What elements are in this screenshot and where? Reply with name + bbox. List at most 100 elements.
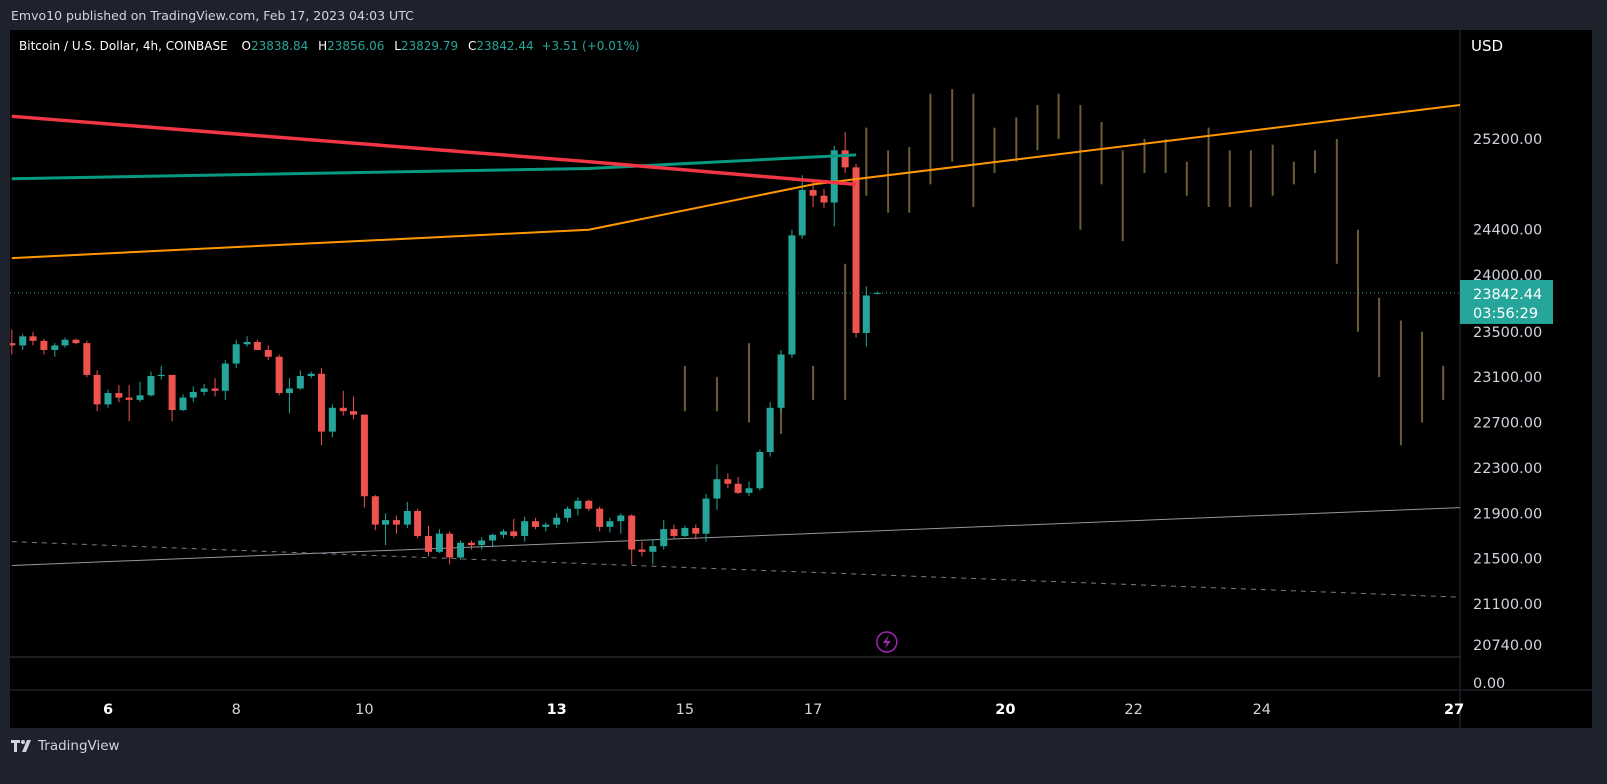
- symbol-title[interactable]: Bitcoin / U.S. Dollar, 4h, COINBASE: [19, 39, 228, 53]
- candle-body[interactable]: [724, 479, 732, 484]
- trendline-solid[interactable]: [11, 507, 1461, 566]
- close-value: 23842.44: [476, 39, 534, 53]
- currency-label[interactable]: USD: [1471, 37, 1504, 55]
- candle-body[interactable]: [510, 531, 518, 536]
- candle-body[interactable]: [606, 521, 614, 527]
- candle-body[interactable]: [414, 511, 422, 536]
- candle-body[interactable]: [489, 534, 497, 541]
- moving-average-red[interactable]: [11, 114, 857, 187]
- candle-body[interactable]: [628, 515, 636, 550]
- candle-body[interactable]: [574, 500, 582, 509]
- candle-body[interactable]: [61, 339, 69, 346]
- candle-body[interactable]: [713, 479, 721, 499]
- candle-body[interactable]: [200, 388, 208, 392]
- candle-body[interactable]: [157, 374, 165, 377]
- candle-body[interactable]: [478, 540, 486, 546]
- candle-body[interactable]: [136, 395, 144, 400]
- candle-body[interactable]: [8, 343, 16, 346]
- candle-body[interactable]: [253, 342, 261, 350]
- candle-body[interactable]: [446, 533, 454, 558]
- candle-body[interactable]: [307, 373, 315, 377]
- candle-body[interactable]: [777, 354, 785, 408]
- candle-body[interactable]: [862, 295, 870, 333]
- candle-body[interactable]: [499, 531, 507, 535]
- candle-body[interactable]: [670, 529, 678, 536]
- candle-body[interactable]: [317, 373, 325, 432]
- footer-brand[interactable]: TradingView: [11, 738, 120, 754]
- candle-body[interactable]: [285, 388, 293, 394]
- candle-body[interactable]: [788, 235, 796, 355]
- candle-body[interactable]: [766, 407, 774, 453]
- candle-body[interactable]: [852, 167, 860, 333]
- candle-body[interactable]: [104, 393, 112, 405]
- candle-body[interactable]: [457, 542, 465, 558]
- candle-body[interactable]: [873, 292, 881, 294]
- candle-body[interactable]: [564, 508, 572, 518]
- candle-body[interactable]: [29, 336, 37, 341]
- last-price-tag: 23842.44 03:56:29: [1460, 279, 1553, 324]
- x-tick-label: 15: [676, 702, 694, 718]
- candle-body[interactable]: [820, 195, 828, 203]
- candle-body[interactable]: [221, 363, 229, 391]
- candle-body[interactable]: [168, 374, 176, 411]
- lightning-event-icon[interactable]: [876, 631, 898, 653]
- candle-body[interactable]: [830, 150, 838, 203]
- candle-body[interactable]: [841, 150, 849, 168]
- candle-body[interactable]: [532, 521, 540, 527]
- candle-body[interactable]: [467, 542, 475, 546]
- candle-body[interactable]: [702, 498, 710, 534]
- candle-body[interactable]: [147, 376, 155, 396]
- candle-body[interactable]: [83, 343, 91, 375]
- candle-body[interactable]: [232, 344, 240, 364]
- candle-body[interactable]: [19, 336, 27, 346]
- y-tick-label: 20740.00: [1473, 638, 1542, 654]
- x-tick-label: 27: [1444, 702, 1464, 718]
- candle-body[interactable]: [350, 411, 358, 415]
- candle-body[interactable]: [360, 414, 368, 497]
- moving-average-teal[interactable]: [11, 153, 857, 181]
- candle-body[interactable]: [51, 345, 59, 350]
- lightning-bolt: [882, 635, 891, 649]
- candle-body[interactable]: [617, 515, 625, 522]
- candle-body[interactable]: [40, 340, 48, 350]
- moving-average-orange[interactable]: [11, 104, 1461, 260]
- candle-body[interactable]: [553, 517, 561, 525]
- candle-body[interactable]: [382, 520, 390, 525]
- candle-body[interactable]: [179, 397, 187, 411]
- candle-body[interactable]: [275, 356, 283, 394]
- candle-body[interactable]: [585, 500, 593, 509]
- candle-body[interactable]: [798, 190, 806, 236]
- candle-body[interactable]: [189, 391, 197, 398]
- candle-body[interactable]: [638, 549, 646, 552]
- candle-body[interactable]: [296, 376, 304, 389]
- candle-body[interactable]: [339, 407, 347, 412]
- candle-body[interactable]: [403, 511, 411, 525]
- candle-body[interactable]: [542, 524, 550, 527]
- candle-body[interactable]: [734, 483, 742, 493]
- trendline-dashed[interactable]: [11, 541, 1461, 598]
- candle-body[interactable]: [435, 533, 443, 552]
- candle-body[interactable]: [692, 528, 700, 534]
- candle-body[interactable]: [72, 339, 80, 344]
- candle-body[interactable]: [115, 393, 123, 398]
- candle-body[interactable]: [328, 407, 336, 432]
- chart-area[interactable]: [10, 30, 1592, 728]
- candle-body[interactable]: [745, 488, 753, 493]
- candle-body[interactable]: [681, 528, 689, 536]
- candle-body[interactable]: [521, 521, 529, 536]
- candle-body[interactable]: [392, 520, 400, 525]
- candle-body[interactable]: [264, 349, 272, 357]
- candle-body[interactable]: [809, 190, 817, 196]
- candle-body[interactable]: [596, 508, 604, 527]
- candle-body[interactable]: [660, 529, 668, 547]
- candle-body[interactable]: [425, 535, 432, 552]
- candle-body[interactable]: [211, 388, 219, 391]
- close-label: C: [467, 39, 477, 53]
- candle-body[interactable]: [125, 397, 133, 400]
- candle-body[interactable]: [243, 342, 251, 345]
- candle-body[interactable]: [93, 374, 101, 405]
- candle-body[interactable]: [756, 452, 764, 489]
- candle-body[interactable]: [649, 546, 657, 552]
- candle-body[interactable]: [371, 496, 379, 525]
